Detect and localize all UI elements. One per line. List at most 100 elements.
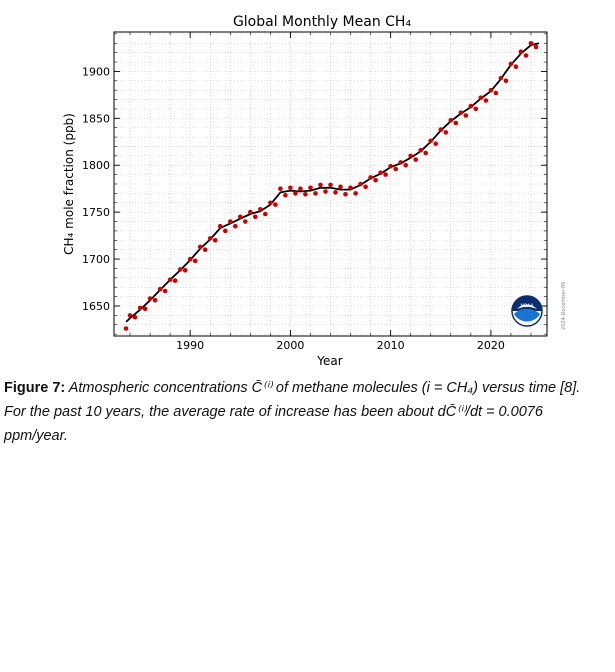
trend-series: [125, 42, 540, 323]
chart-title: Global Monthly Mean CH₄: [233, 14, 412, 30]
data-point: [248, 209, 253, 215]
data-point: [283, 193, 288, 198]
noaa-logo-icon: NOAA: [511, 295, 543, 327]
data-point: [172, 278, 178, 283]
data-point: [408, 153, 414, 159]
data-point: [162, 288, 168, 294]
data-point: [358, 181, 363, 187]
data-point: [328, 182, 333, 188]
x-tick-label: 2020: [477, 339, 505, 352]
data-point: [523, 53, 529, 58]
data-point: [533, 44, 539, 50]
data-point: [303, 192, 308, 197]
data-point: [313, 191, 318, 196]
x-axis-label: Year: [316, 354, 342, 368]
data-point: [348, 185, 353, 191]
data-point: [308, 185, 313, 191]
grid: [114, 32, 547, 336]
data-point: [202, 247, 208, 252]
data-point: [463, 113, 469, 118]
data-point: [493, 90, 499, 96]
caption-label: Figure 7:: [4, 380, 66, 396]
x-tick-label: 2000: [276, 339, 304, 352]
data-point: [223, 228, 228, 234]
data-point: [388, 163, 393, 169]
noaa-logo-text: NOAA: [520, 303, 534, 309]
caption-line-3: ppm/year.: [4, 428, 68, 444]
data-point: [453, 120, 459, 126]
data-point: [343, 192, 348, 197]
data-point: [192, 258, 198, 264]
chart: Global Monthly Mean CH₄ 1990 2000 2010 2020…: [62, 14, 567, 368]
y-tick-label: 1700: [82, 253, 110, 266]
data-point: [147, 296, 153, 301]
y-tick-label: 1900: [82, 65, 110, 78]
y-axis-label: CH₄ mole fraction (ppb): [62, 113, 76, 255]
data-point: [498, 75, 504, 81]
data-point: [318, 182, 323, 188]
data-point: [458, 110, 464, 115]
data-point: [258, 207, 263, 212]
data-point: [268, 200, 273, 206]
data-point: [263, 211, 268, 217]
data-point: [127, 313, 133, 318]
data-point: [288, 185, 293, 191]
x-tick-label: 2010: [377, 339, 405, 352]
data-point: [433, 141, 439, 146]
data-point: [187, 256, 193, 262]
data-point: [207, 236, 213, 241]
data-point: [142, 306, 148, 312]
x-tick-label: 1990: [176, 339, 204, 352]
x-axis-ticks: 1990 2000 2010 2020: [129, 32, 532, 352]
y-tick-label: 1650: [82, 300, 110, 313]
data-point: [228, 219, 233, 224]
data-point: [518, 49, 524, 54]
data-point: [233, 223, 238, 229]
data-point: [238, 214, 243, 220]
data-point: [298, 186, 303, 191]
data-point: [478, 95, 484, 100]
data-point: [132, 314, 138, 320]
data-point: [413, 157, 419, 162]
data-point: [157, 286, 163, 292]
data-point: [473, 106, 479, 112]
data-point: [243, 219, 248, 224]
trend-line: [125, 42, 540, 323]
data-point: [368, 175, 373, 180]
data-point: [123, 326, 129, 331]
data-point: [443, 130, 449, 135]
data-point: [373, 177, 378, 183]
data-point: [423, 150, 429, 156]
data-point: [338, 184, 343, 190]
data-point: [383, 172, 388, 177]
data-point: [293, 191, 298, 196]
data-point: [333, 190, 338, 195]
data-point: [253, 214, 258, 220]
data-point: [393, 166, 399, 172]
data-point: [278, 186, 283, 191]
data-point: [182, 268, 188, 273]
data-point: [508, 61, 514, 67]
data-point: [448, 117, 454, 123]
data-point: [152, 298, 158, 303]
y-axis-ticks: 1650 1700 1750 1800 1850 1900: [82, 33, 547, 335]
data-point: [438, 127, 444, 132]
data-point: [212, 238, 218, 243]
data-point: [137, 305, 143, 311]
caption-line-2: For the past 10 years, the average rate …: [4, 404, 543, 420]
data-point: [197, 244, 203, 250]
monthly-mean-series: [123, 41, 539, 331]
data-point: [428, 138, 434, 144]
data-point: [513, 64, 519, 69]
data-point: [273, 202, 278, 207]
date-stamp: 2024-December-05: [561, 282, 567, 330]
data-point: [503, 78, 509, 84]
data-point: [468, 103, 474, 109]
data-point: [483, 98, 489, 103]
data-point: [217, 223, 223, 229]
figure-caption: Figure 7: Atmospheric concentrations C̄⁽…: [4, 376, 608, 448]
y-tick-label: 1850: [82, 112, 110, 125]
data-point: [363, 184, 368, 190]
data-point: [177, 267, 183, 272]
data-point: [167, 277, 173, 283]
